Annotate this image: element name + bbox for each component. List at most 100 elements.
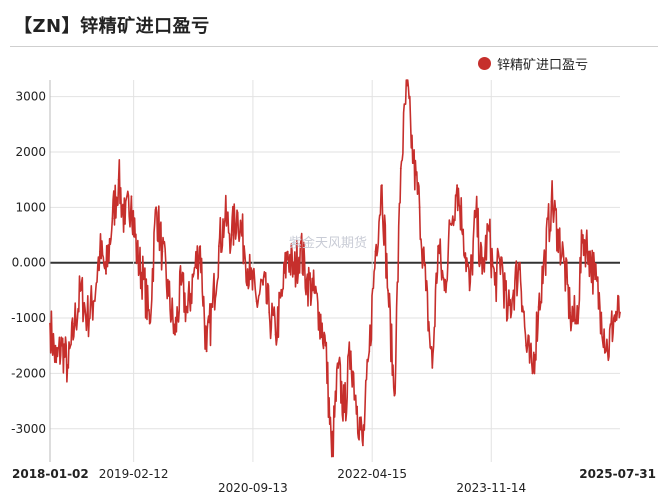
- data-point: [412, 162, 415, 164]
- data-point: [612, 317, 615, 319]
- legend-marker: [478, 57, 491, 70]
- y-tick-label: -2000: [11, 366, 46, 380]
- data-point: [249, 278, 252, 281]
- legend-label: 锌精矿进口盈亏: [497, 58, 589, 73]
- data-point: [136, 256, 139, 259]
- data-point: [550, 200, 553, 203]
- x-axis: 2018-01-02 2019-02-12 2020-09-13 2022-04-15…: [12, 467, 656, 495]
- data-point: [186, 311, 189, 314]
- data-point: [230, 234, 233, 236]
- series-layer: [49, 79, 621, 458]
- data-point: [67, 367, 70, 369]
- data-point: [236, 212, 239, 214]
- data-point: [330, 455, 333, 458]
- data-point: [318, 311, 321, 314]
- data-point: [468, 289, 471, 292]
- data-point: [148, 322, 151, 325]
- data-point: [537, 306, 540, 308]
- data-point: [174, 333, 176, 336]
- data-point: [556, 228, 559, 231]
- data-point: [117, 178, 120, 181]
- data-point: [343, 411, 346, 414]
- data-point: [606, 350, 609, 353]
- title-divider: [10, 46, 658, 47]
- y-tick-label: -1000: [11, 311, 46, 325]
- data-point: [406, 84, 408, 87]
- data-point: [619, 311, 621, 314]
- data-point: [218, 245, 220, 248]
- data-point: [262, 283, 264, 286]
- data-point: [199, 245, 202, 248]
- series-line: [49, 79, 621, 458]
- legend[interactable]: 锌精矿进口盈亏: [478, 54, 588, 73]
- data-point: [443, 289, 446, 292]
- data-point: [268, 311, 271, 314]
- watermark: 紫金天风期货: [289, 236, 368, 251]
- data-point: [399, 167, 402, 170]
- chart-title: 【ZN】锌精矿进口盈亏: [14, 16, 210, 37]
- data-point: [519, 261, 521, 264]
- data-point: [525, 344, 527, 347]
- data-point: [180, 283, 183, 286]
- y-tick-label: 3000: [15, 90, 46, 104]
- data-point: [55, 361, 58, 364]
- data-point: [393, 394, 396, 397]
- data-point: [475, 212, 477, 214]
- data-point: [192, 272, 195, 275]
- data-point: [600, 311, 603, 314]
- data-point: [92, 300, 95, 303]
- data-point: [49, 322, 51, 325]
- data-point: [462, 228, 465, 231]
- data-point: [255, 300, 258, 303]
- data-point: [130, 195, 133, 198]
- data-point: [337, 367, 340, 369]
- data-point: [381, 184, 383, 187]
- y-tick-label: 0.000: [12, 256, 46, 270]
- data-point: [356, 405, 358, 408]
- data-point: [481, 272, 484, 275]
- data-point: [362, 444, 364, 447]
- data-point: [312, 289, 314, 292]
- data-point: [506, 317, 509, 319]
- data-point: [167, 295, 170, 297]
- data-point: [61, 344, 63, 347]
- data-point: [299, 245, 302, 248]
- data-point: [431, 367, 434, 369]
- data-point: [142, 278, 145, 281]
- data-point: [512, 289, 515, 292]
- y-tick-label: 1000: [15, 200, 46, 214]
- data-point: [349, 350, 352, 353]
- y-axis: 3000 2000 1000 0.000 -1000 -2000 -3000: [11, 90, 46, 436]
- data-point: [575, 322, 578, 325]
- x-tick-label: 2019-02-12: [99, 467, 169, 481]
- data-point: [487, 228, 490, 231]
- data-point: [324, 344, 327, 347]
- data-point: [124, 223, 126, 225]
- data-point: [531, 372, 534, 375]
- x-tick-label: 2018-01-02: [12, 467, 89, 481]
- data-point: [425, 289, 427, 292]
- data-point: [155, 206, 158, 209]
- data-point: [594, 278, 596, 281]
- data-point: [544, 256, 546, 259]
- data-point: [374, 250, 377, 253]
- data-point: [368, 350, 371, 353]
- x-tick-label: 2025-07-31: [579, 467, 656, 481]
- x-tick-label: 2022-04-15: [337, 467, 407, 481]
- data-point: [587, 250, 590, 253]
- y-tick-label: -3000: [11, 422, 46, 436]
- data-point: [86, 317, 88, 319]
- data-point: [105, 272, 107, 275]
- data-point: [500, 256, 502, 259]
- data-point: [563, 261, 565, 264]
- data-point: [569, 311, 571, 314]
- data-point: [449, 223, 452, 225]
- data-point: [274, 333, 277, 336]
- data-point: [493, 283, 496, 286]
- data-point: [73, 322, 76, 325]
- data-point: [281, 295, 283, 297]
- data-point: [293, 272, 295, 275]
- x-tick-label: 2020-09-13: [218, 481, 288, 495]
- data-point: [582, 234, 584, 236]
